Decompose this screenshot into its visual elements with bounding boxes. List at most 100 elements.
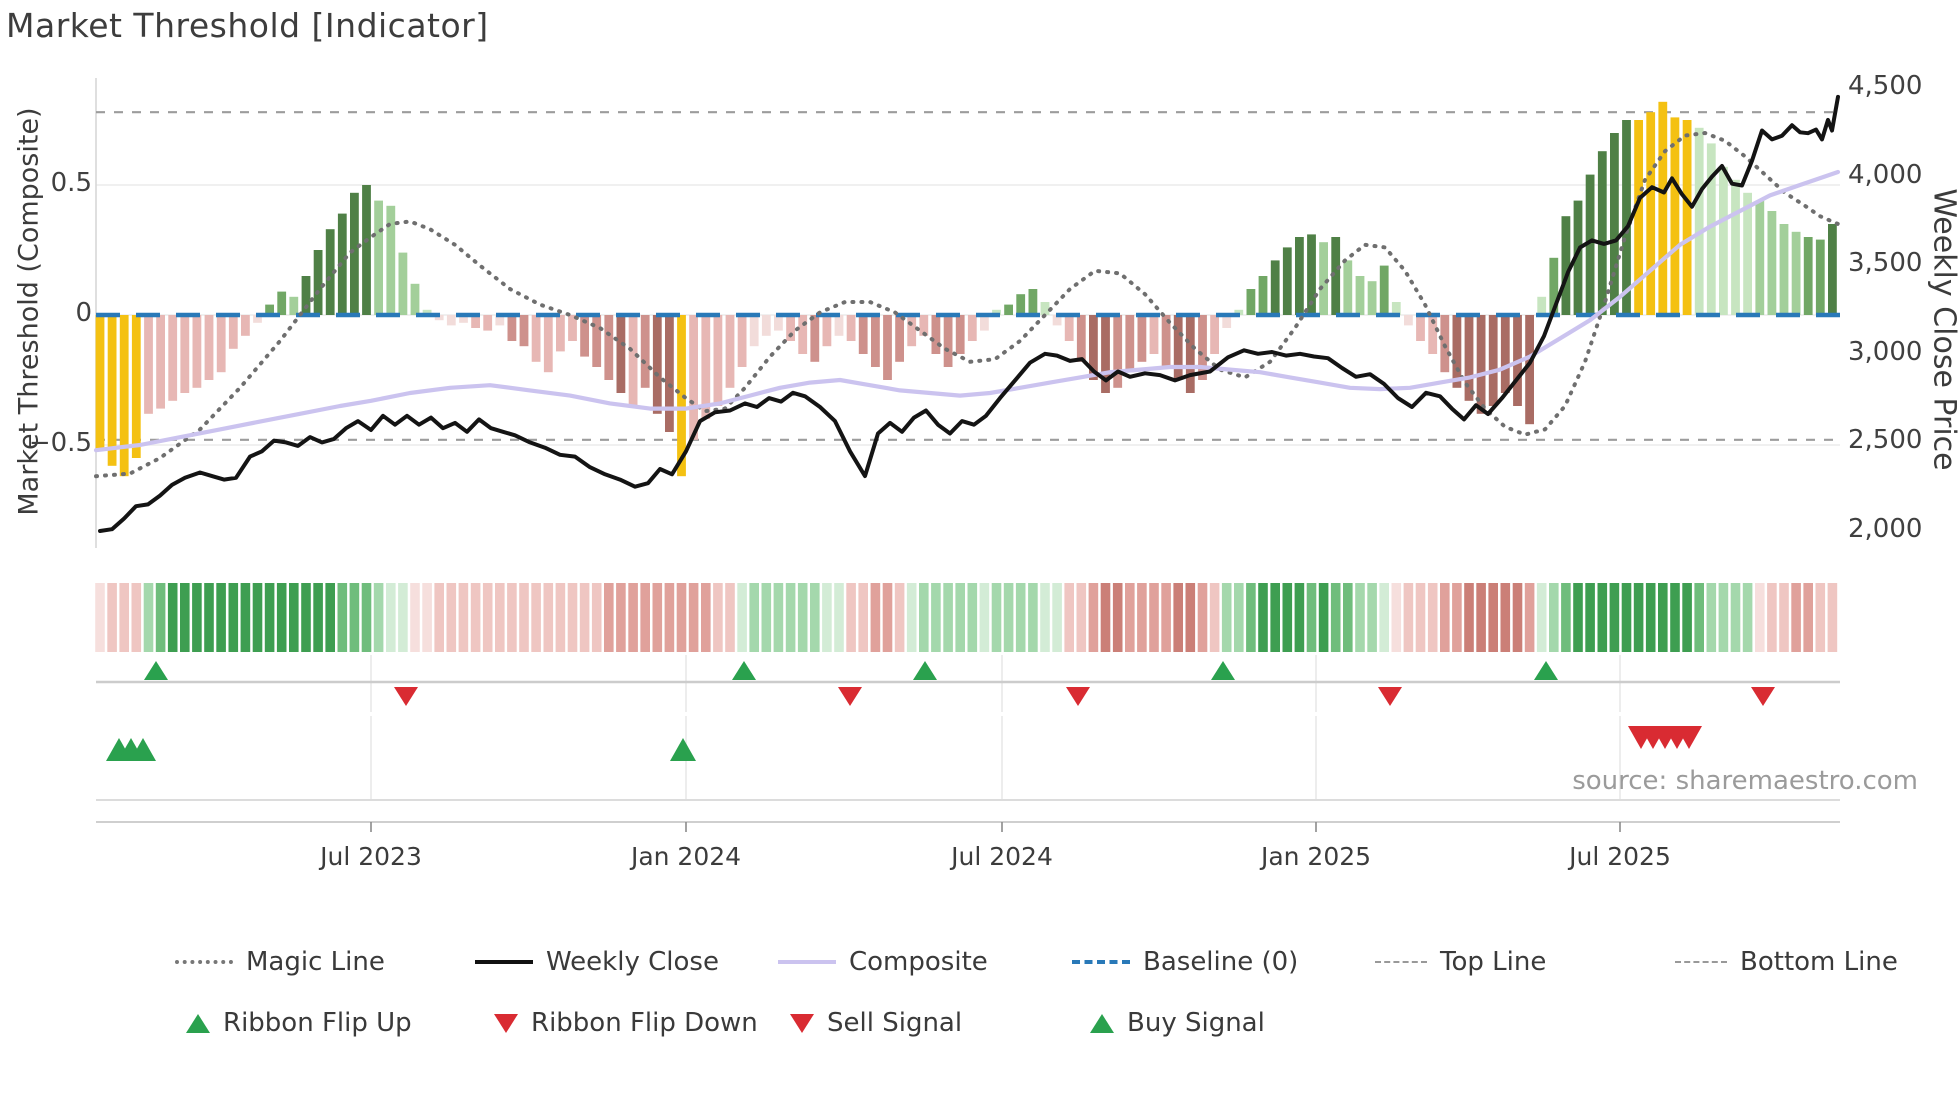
right-tick-label: 3,500 bbox=[1848, 248, 1923, 279]
composite-bar bbox=[1428, 315, 1438, 354]
weekly-close-line bbox=[98, 94, 1840, 533]
ribbon-cell bbox=[967, 583, 978, 652]
ribbon-cell bbox=[325, 583, 335, 652]
composite-bar bbox=[955, 315, 965, 354]
legend-item-composite: Composite bbox=[778, 947, 988, 977]
ribbon-cell bbox=[1076, 583, 1087, 652]
ribbon-cell bbox=[1476, 583, 1486, 652]
ribbon-cell bbox=[1294, 583, 1305, 652]
composite-bar bbox=[1585, 174, 1595, 315]
ribbon-cell bbox=[204, 583, 214, 652]
ribbon-cell bbox=[737, 583, 747, 652]
composite-bar bbox=[604, 315, 614, 380]
ribbon-cell bbox=[882, 583, 893, 652]
ribbon-cell bbox=[991, 583, 1002, 652]
composite-bar bbox=[1779, 224, 1789, 315]
x-tick-label: Jul 2024 bbox=[951, 842, 1053, 871]
ribbon-cell bbox=[1221, 583, 1232, 652]
ribbon-cell bbox=[1779, 583, 1789, 652]
ribbon-cell bbox=[1730, 583, 1741, 652]
ribbon-cell bbox=[1258, 583, 1268, 652]
composite-bar bbox=[1610, 133, 1619, 315]
ribbon-cell bbox=[931, 583, 941, 652]
composite-bar bbox=[1149, 315, 1159, 354]
composite-bar bbox=[834, 315, 844, 336]
ribbon-cell bbox=[1791, 583, 1801, 652]
ribbon-cell bbox=[1427, 583, 1438, 652]
composite-bar bbox=[1573, 200, 1583, 315]
ribbon-cell bbox=[1440, 583, 1450, 652]
x-tick-label: Jul 2023 bbox=[320, 842, 422, 871]
composite-bar bbox=[701, 315, 711, 419]
ribbon-cell bbox=[458, 583, 469, 652]
ribbon-cell bbox=[955, 583, 965, 652]
composite-bar bbox=[1198, 315, 1207, 380]
composite-bar bbox=[749, 315, 759, 347]
ribbon-cell bbox=[785, 583, 796, 652]
composite-bar bbox=[1658, 101, 1668, 315]
ribbon-cell bbox=[1112, 583, 1123, 652]
composite-bar bbox=[1210, 315, 1219, 354]
legend-label: Weekly Close bbox=[546, 947, 719, 977]
ribbon-cell bbox=[1755, 583, 1765, 652]
ribbon-flip-down-marker bbox=[394, 687, 418, 706]
bottom-line-swatch-icon bbox=[1675, 961, 1727, 963]
ribbon-cell bbox=[1682, 583, 1692, 652]
ribbon-cell bbox=[361, 583, 372, 652]
ribbon-cell bbox=[822, 583, 832, 652]
ribbon-cell bbox=[373, 583, 384, 652]
ribbon-cell bbox=[1052, 583, 1062, 652]
composite-bar bbox=[168, 315, 178, 401]
composite-bar bbox=[1355, 276, 1365, 315]
ribbon-cell bbox=[422, 583, 432, 652]
sell-signal-marker bbox=[1676, 726, 1702, 749]
ribbon-cell bbox=[1827, 583, 1838, 652]
ribbon-cell bbox=[95, 583, 105, 652]
composite-bar bbox=[1488, 315, 1498, 406]
ribbon-cell bbox=[1330, 583, 1341, 652]
x-tick-label: Jan 2025 bbox=[1260, 842, 1372, 871]
ribbon-cell bbox=[894, 583, 905, 652]
ribbon-cell bbox=[1536, 583, 1547, 652]
composite-bar bbox=[1706, 143, 1716, 315]
ribbon-flip-down-marker bbox=[1066, 687, 1090, 706]
ribbon-cell bbox=[1282, 583, 1293, 652]
composite-bar bbox=[1089, 315, 1098, 380]
legend-label: Top Line bbox=[1440, 947, 1547, 977]
ribbon-cell bbox=[1088, 583, 1099, 652]
composite-bar bbox=[1076, 315, 1086, 362]
ribbon-cell bbox=[628, 583, 638, 652]
composite-bar bbox=[1670, 117, 1680, 316]
magic-line bbox=[94, 131, 1840, 479]
composite-bar bbox=[507, 315, 517, 341]
ribbon-cell bbox=[1415, 583, 1426, 652]
right-axis-title: Weekly Close Price bbox=[1926, 188, 1960, 471]
left-tick-label: 0.5 bbox=[50, 168, 92, 198]
ribbon-cell bbox=[1028, 583, 1038, 652]
legend-item-ribbon-flip-up: Ribbon Flip Up bbox=[186, 1008, 412, 1038]
ribbon-cell bbox=[1573, 583, 1583, 652]
composite-bar bbox=[846, 315, 856, 341]
ribbon-cell bbox=[919, 583, 929, 652]
composite-bar bbox=[1646, 112, 1656, 315]
ribbon-cell bbox=[1367, 583, 1377, 652]
composite-bar bbox=[543, 315, 553, 373]
ribbon-cell bbox=[155, 583, 166, 652]
ribbon-cell bbox=[252, 583, 263, 652]
composite-bar bbox=[204, 315, 214, 380]
composite-bar bbox=[980, 315, 989, 331]
ribbon-cell bbox=[1234, 583, 1244, 652]
ribbon-cell bbox=[749, 583, 759, 652]
ribbon-flip-up-marker bbox=[1534, 661, 1558, 680]
ribbon-cell bbox=[167, 583, 178, 652]
composite-bar bbox=[1064, 315, 1074, 341]
right-tick-label: 4,000 bbox=[1848, 159, 1923, 190]
ribbon-cell bbox=[1694, 583, 1704, 652]
ribbon-flip-down-marker bbox=[838, 687, 862, 706]
composite-bar bbox=[374, 200, 383, 315]
baseline-swatch-icon bbox=[1072, 960, 1130, 964]
x-tick-label: Jul 2025 bbox=[1569, 842, 1671, 871]
composite-bar bbox=[1295, 237, 1304, 315]
composite-bar bbox=[737, 315, 747, 367]
